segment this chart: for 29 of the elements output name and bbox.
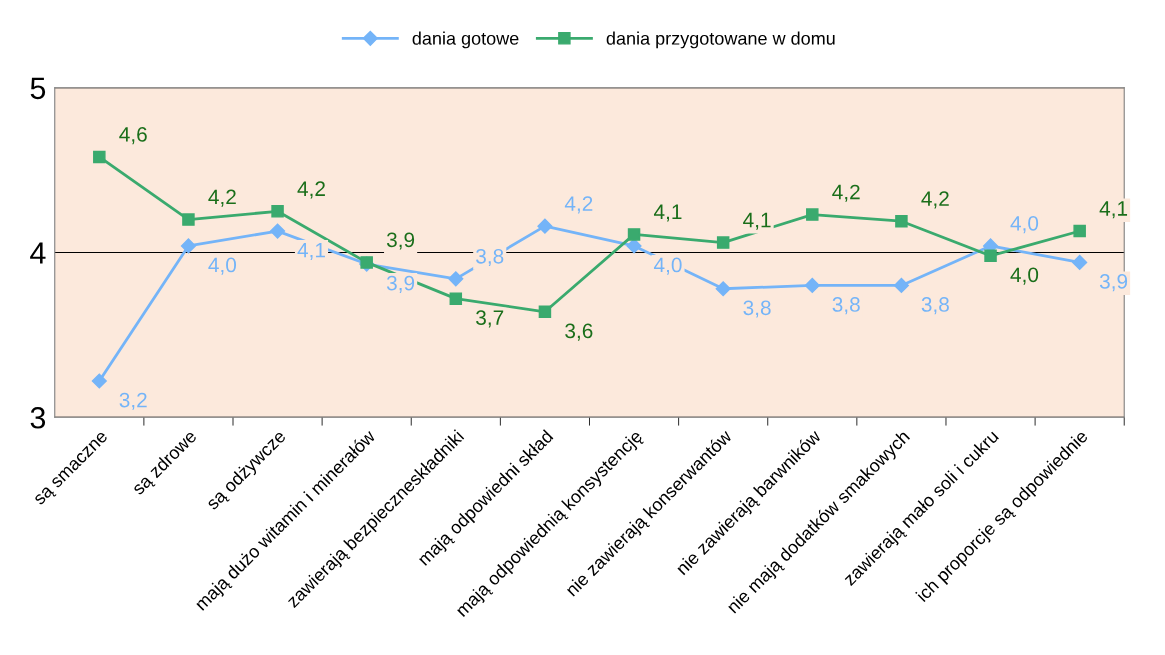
data-label: 3,2 <box>119 392 147 410</box>
y-tick-label: 4 <box>30 242 46 264</box>
legend-label: dania gotowe <box>412 31 519 49</box>
data-label: 4,2 <box>564 196 593 214</box>
y-tick-label: 5 <box>30 77 46 100</box>
data-label: 3,8 <box>476 248 504 267</box>
data-label: 3,6 <box>565 323 593 341</box>
data-label: 3,7 <box>476 310 504 328</box>
data-label: 3,8 <box>832 297 860 315</box>
data-label: 4,0 <box>653 257 682 275</box>
data-label: 3,9 <box>1099 274 1128 292</box>
data-label: 3,8 <box>921 297 949 315</box>
data-label: 3,8 <box>743 300 771 318</box>
data-label: 4,2 <box>832 184 860 202</box>
data-label: 3,9 <box>386 232 415 250</box>
y-tick-label: 3 <box>30 406 46 429</box>
data-label: 4,0 <box>208 257 237 275</box>
data-label: 4,2 <box>297 181 325 199</box>
data-label: 4,0 <box>1010 215 1039 234</box>
data-label: 4,1 <box>653 204 682 222</box>
data-label: 3,9 <box>386 275 415 293</box>
data-label: 4,1 <box>743 212 771 230</box>
data-label: 4,2 <box>208 189 236 207</box>
data-label: 4,0 <box>1010 267 1039 285</box>
data-label: 4,1 <box>297 242 325 260</box>
data-label: 4,6 <box>119 126 147 145</box>
legend-label: dania przygotowane w domu <box>606 31 835 49</box>
data-label: 4,1 <box>1099 201 1128 219</box>
data-label: 4,2 <box>921 191 949 209</box>
